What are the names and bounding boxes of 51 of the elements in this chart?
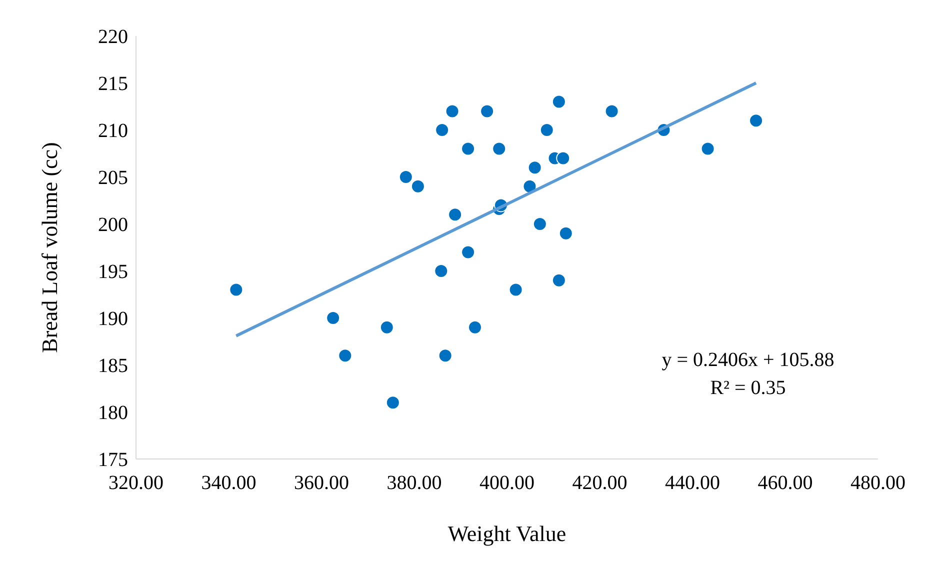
point <box>398 170 413 184</box>
point <box>556 151 570 166</box>
x-tick-label: 340.00 <box>201 472 256 494</box>
x-tick-label: 360.00 <box>294 472 349 494</box>
x-tick-label: 460.00 <box>758 472 813 494</box>
point <box>558 226 573 240</box>
point <box>461 245 476 260</box>
x-tick-label: 400.00 <box>480 472 534 494</box>
x-tick-label: 380.00 <box>386 472 442 494</box>
y-tick-label: 190 <box>98 308 128 330</box>
point <box>229 282 244 297</box>
point <box>528 160 542 175</box>
point <box>508 282 523 297</box>
annotation: R² = 0.35 <box>710 377 786 399</box>
y-axis-title: Bread Loaf volume (cc) <box>37 142 62 353</box>
y-tick-label: 220 <box>98 26 128 48</box>
y-tick-label: 175 <box>98 449 128 471</box>
point <box>438 348 452 363</box>
point <box>552 273 566 288</box>
point <box>435 123 450 137</box>
point <box>492 142 506 156</box>
x-tick-label: 320.00 <box>108 472 164 494</box>
x-tick-label: 480.00 <box>850 472 906 494</box>
point <box>445 104 460 118</box>
point <box>480 104 494 118</box>
y-tick-label: 210 <box>98 120 128 142</box>
annotation: y = 0.2406x + 105.88 <box>662 349 834 371</box>
point <box>410 179 425 194</box>
point <box>326 311 340 325</box>
point <box>700 142 715 156</box>
y-tick-label: 185 <box>98 355 128 377</box>
point <box>540 123 554 137</box>
point <box>532 217 547 231</box>
x-tick-label: 420.00 <box>572 472 628 494</box>
point <box>461 142 476 156</box>
point <box>448 208 462 222</box>
point <box>380 320 394 334</box>
point <box>468 320 482 334</box>
y-tick-label: 195 <box>98 261 128 283</box>
y-tick-label: 205 <box>98 167 128 189</box>
point <box>434 264 448 278</box>
x-axis-title: Weight Value <box>448 521 566 546</box>
point <box>386 396 400 410</box>
point <box>338 348 352 363</box>
point <box>552 94 566 109</box>
x-tick-label: 440.00 <box>665 472 720 494</box>
y-tick-label: 180 <box>98 402 128 424</box>
y-tick-label: 215 <box>98 73 128 95</box>
y-tick-label: 200 <box>98 214 128 236</box>
point <box>749 114 764 128</box>
point <box>604 104 619 118</box>
